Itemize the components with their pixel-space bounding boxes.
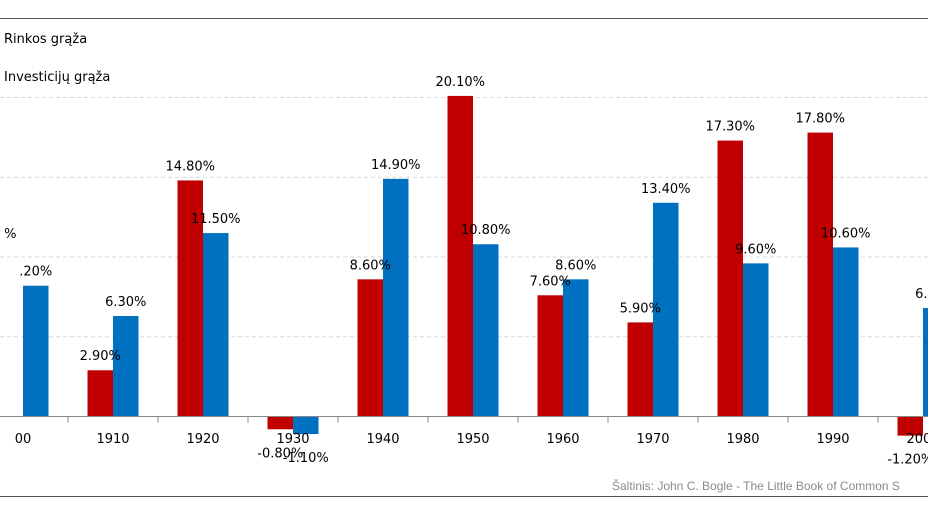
data-label-investment: 10.60% [821, 226, 871, 241]
data-label-market: 17.30% [705, 120, 755, 135]
data-label-market: % [4, 227, 16, 242]
data-label-investment: 10.80% [461, 223, 511, 238]
data-label-market: 7.60% [530, 274, 571, 289]
x-tick-label: 00 [15, 432, 32, 447]
bar-investment [293, 416, 319, 435]
data-label-investment: 14.90% [371, 158, 421, 173]
data-label-market: 5.90% [620, 301, 661, 316]
bar-market [807, 132, 833, 417]
bar-investment [23, 285, 49, 417]
data-label-investment: 8.60% [555, 258, 596, 273]
bar-market [267, 416, 293, 430]
source-note: Šaltinis: John C. Bogle - The Little Boo… [612, 478, 900, 493]
bar-market [627, 322, 653, 417]
x-tick-label: 1910 [96, 432, 129, 447]
data-label-market: -0.80% [257, 446, 303, 461]
data-label-market: 14.80% [165, 159, 215, 174]
bar-investment [473, 244, 499, 417]
x-tick-label: 1990 [816, 432, 849, 447]
bar-investment [203, 233, 229, 417]
bar-market [897, 416, 923, 436]
x-tick-label: 1950 [456, 432, 489, 447]
x-tick-label: 1970 [636, 432, 669, 447]
bar-investment [833, 247, 859, 417]
legend: Rinkos grąža Investicijų grąža [4, 32, 110, 85]
data-labels: % .20% 2.90% 6.30% 14.80% 11.50% -0.80%-1.10% 8… [4, 75, 928, 468]
x-ticks: 00 1910 1920 1930 1940 1950 1960 1970 1980 1990 20… [15, 416, 928, 447]
data-label-investment: 9.60% [735, 242, 776, 257]
bar-investment [383, 178, 409, 417]
x-tick-label: 1980 [726, 432, 759, 447]
data-label-investment: .20% [19, 265, 52, 280]
bar-market [537, 295, 563, 417]
data-label-investment: 11.50% [191, 212, 241, 227]
data-label-market: 2.90% [80, 349, 121, 364]
x-tick-label: 2000 [906, 432, 928, 447]
data-label-market: -1.20% [887, 453, 928, 468]
bar-market [87, 370, 113, 417]
x-tick-label: 1960 [546, 432, 579, 447]
data-label-market: 8.60% [350, 258, 391, 273]
legend-item-investment: Investicijų grąža [4, 70, 110, 85]
data-label-investment: 6.30% [105, 295, 146, 310]
bars [23, 95, 928, 436]
x-tick-label: 1920 [186, 432, 219, 447]
data-label-investment: 6.80% [915, 287, 928, 302]
bar-investment [743, 263, 769, 417]
bar-market [177, 180, 203, 417]
bar-investment [563, 279, 589, 417]
data-label-investment: 13.40% [641, 182, 691, 197]
bar-market [357, 279, 383, 417]
bar-market [717, 140, 743, 417]
legend-item-market: Rinkos grąža [4, 32, 87, 47]
x-tick-label: 1930 [276, 432, 309, 447]
bar-market [447, 95, 473, 417]
x-tick-label: 1940 [366, 432, 399, 447]
data-label-market: 20.10% [435, 75, 485, 90]
bar-investment [113, 316, 139, 417]
data-label-market: 17.80% [795, 112, 845, 127]
bar-investment [653, 202, 679, 417]
bar-investment [923, 308, 928, 417]
data-label-investment: -1.10% [283, 451, 329, 466]
